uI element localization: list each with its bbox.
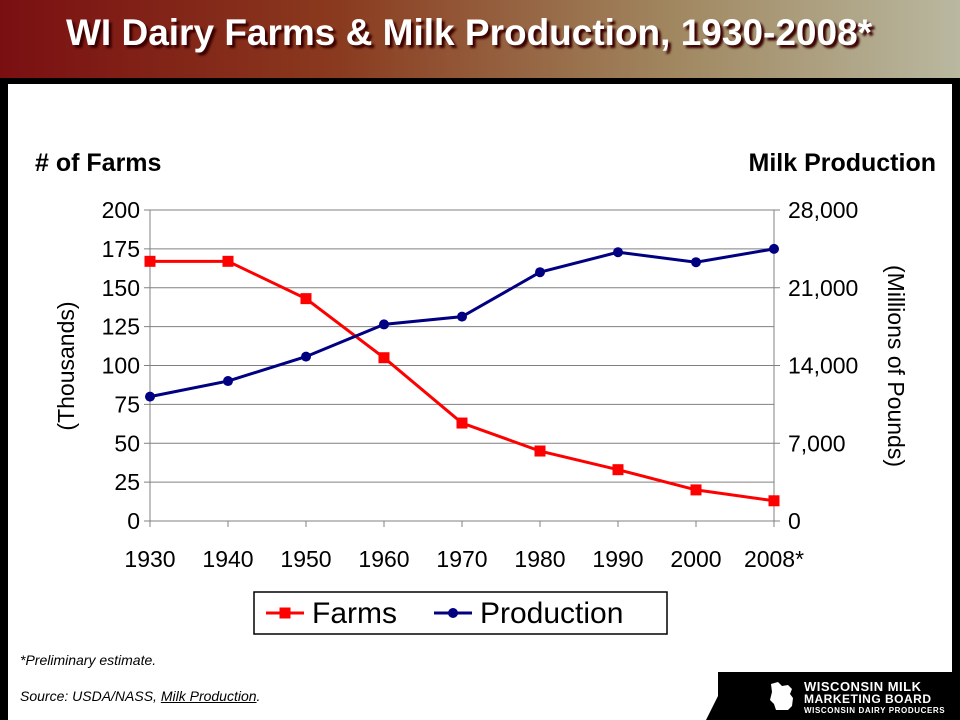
y-tick-label: 200: [102, 197, 140, 223]
farms-point: [144, 255, 156, 267]
y2-tick-label: 14,000: [788, 353, 858, 379]
x-tick-label: 1970: [436, 546, 487, 572]
source-note: Source: USDA/NASS, Milk Production.: [20, 688, 260, 704]
x-tick-label: 1960: [358, 546, 409, 572]
wisconsin-map-icon: [770, 682, 793, 710]
farms-point: [300, 293, 312, 305]
farms-point: [378, 352, 390, 364]
y2-tick-label: 0: [788, 508, 801, 534]
y-axis-label: (Thousands): [53, 301, 79, 430]
title-divider: [0, 78, 960, 82]
logo-line-2: Marketing Board: [804, 692, 932, 706]
x-tick-label: 1930: [124, 546, 175, 572]
farms-point: [768, 495, 780, 507]
x-tick-label: 1950: [280, 546, 331, 572]
y-tick-label: 75: [114, 391, 140, 417]
source-suffix: .: [256, 688, 261, 704]
wmmb-logo: [718, 672, 960, 720]
logo-line-3: Wisconsin Dairy Producers: [804, 706, 946, 715]
farms-point: [612, 464, 624, 476]
slide-body: 0 25 50 75 100 125 150 175 200 0 7,000 14,000 21,000…: [8, 84, 952, 720]
legend-farms-marker: [279, 607, 291, 619]
series-line-farms: [150, 259, 775, 503]
farms-point: [456, 417, 468, 429]
x-tick-label: 2000: [670, 546, 721, 572]
production-point: [691, 257, 701, 268]
legend-production-label: Production: [480, 597, 623, 630]
production-point: [379, 319, 389, 330]
farms-point: [690, 484, 702, 496]
source-prefix: Source: USDA/NASS,: [20, 688, 161, 704]
footnote: *Preliminary estimate.: [20, 652, 157, 668]
title-bar: WI Dairy Farms & Milk Production, 1930-2…: [0, 0, 960, 78]
y-tick-label: 0: [127, 508, 140, 534]
y2-tick-label: 7,000: [788, 430, 846, 456]
production-point: [769, 243, 779, 254]
production-point: [613, 247, 623, 258]
production-point: [301, 351, 311, 362]
series-line-production: [149, 247, 775, 399]
y2-tick-label: 28,000: [788, 197, 858, 223]
slide-title: WI Dairy Farms & Milk Production, 1930-2…: [66, 12, 873, 53]
production-point: [223, 376, 233, 387]
left-axis-header: # of Farms: [35, 149, 161, 177]
x-tick-label: 1980: [514, 546, 565, 572]
right-axis-header: Milk Production: [749, 149, 937, 177]
dual-axis-line-chart: 025507510012515017520007,00014,00021,000…: [35, 149, 937, 635]
y-tick-label: 175: [102, 236, 140, 262]
production-point: [145, 391, 155, 402]
logo-line-1: Wisconsin Milk: [804, 679, 922, 694]
source-link-text: Milk Production: [160, 688, 257, 704]
y-tick-label: 125: [102, 314, 140, 340]
farms-point: [534, 445, 546, 457]
production-point: [535, 267, 545, 278]
production-point: [457, 311, 467, 322]
legend-farms-label: Farms: [312, 597, 397, 630]
x-tick-label: 1940: [202, 546, 253, 572]
y-tick-label: 50: [114, 430, 140, 456]
y-tick-label: 150: [102, 275, 140, 301]
y-tick-label: 100: [102, 353, 140, 379]
legend-production-marker: [448, 608, 458, 618]
x-tick-label: 2008*: [744, 546, 804, 572]
x-tick-label: 1990: [592, 546, 643, 572]
farms-point: [222, 255, 234, 267]
y-tick-label: 25: [114, 469, 140, 495]
y2-tick-label: 21,000: [788, 275, 858, 301]
y2-axis-label: (Millions of Pounds): [883, 265, 909, 467]
